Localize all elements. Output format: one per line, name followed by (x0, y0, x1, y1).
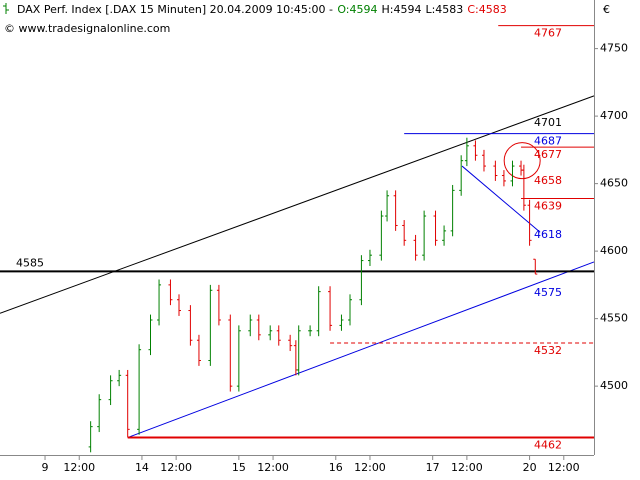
level-label: 4767 (534, 27, 562, 40)
x-tick-label: 12:00 (160, 461, 192, 474)
level-label: 4677 (534, 148, 562, 161)
quote-value: H:4594 (381, 3, 421, 16)
y-tick-label: 4700 (600, 109, 628, 122)
watermark: © www.tradesignalonline.com (4, 22, 170, 35)
x-tick-label: 12:00 (257, 461, 289, 474)
x-tick-label: 20 (523, 461, 537, 474)
x-tick-label: 9 (42, 461, 49, 474)
level-label: 4618 (534, 228, 562, 241)
chart-title: DAX Perf. Index [.DAX 15 Minuten] 20.04.… (17, 3, 333, 16)
level-label: 4462 (534, 438, 562, 451)
level-label: 4575 (534, 286, 562, 299)
y-tick-label: 4550 (600, 312, 628, 325)
level-label: 4687 (534, 135, 562, 148)
y-tick-label: 4750 (600, 42, 628, 55)
trendline (0, 95, 595, 314)
trendline (127, 261, 595, 438)
app-icon (3, 3, 9, 14)
x-tick-label: 12:00 (451, 461, 483, 474)
x-tick-label: 16 (329, 461, 343, 474)
quote-value: O:4594 (337, 3, 377, 16)
level-label: 4658 (534, 174, 562, 187)
trendline (461, 165, 541, 233)
y-tick-label: 4600 (600, 244, 628, 257)
currency: € (603, 3, 610, 16)
level-label: 4585 (16, 256, 44, 269)
x-tick-label: 17 (426, 461, 440, 474)
x-tick-label: 12:00 (548, 461, 580, 474)
y-tick-label: 4500 (600, 379, 628, 392)
y-tick-label: 4650 (600, 177, 628, 190)
header: DAX Perf. Index [.DAX 15 Minuten] 20.04.… (17, 3, 507, 16)
quote-value: C:4583 (467, 3, 506, 16)
x-tick-label: 15 (232, 461, 246, 474)
x-tick-label: 12:00 (63, 461, 95, 474)
quote-value: L:4583 (425, 3, 463, 16)
highlight-circle (503, 142, 541, 180)
level-label: 4701 (534, 116, 562, 129)
x-tick-label: 12:00 (354, 461, 386, 474)
x-tick-label: 14 (135, 461, 149, 474)
level-label: 4639 (534, 199, 562, 212)
level-label: 4532 (534, 344, 562, 357)
